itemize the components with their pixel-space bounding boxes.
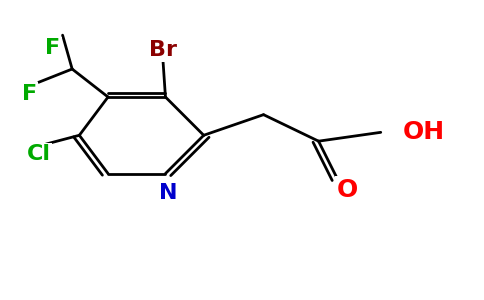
Text: F: F: [21, 84, 37, 104]
Text: O: O: [337, 178, 358, 202]
Text: N: N: [159, 183, 177, 203]
Text: Br: Br: [149, 40, 177, 60]
Text: Cl: Cl: [27, 144, 51, 164]
Text: OH: OH: [403, 120, 445, 144]
Text: F: F: [45, 38, 60, 58]
